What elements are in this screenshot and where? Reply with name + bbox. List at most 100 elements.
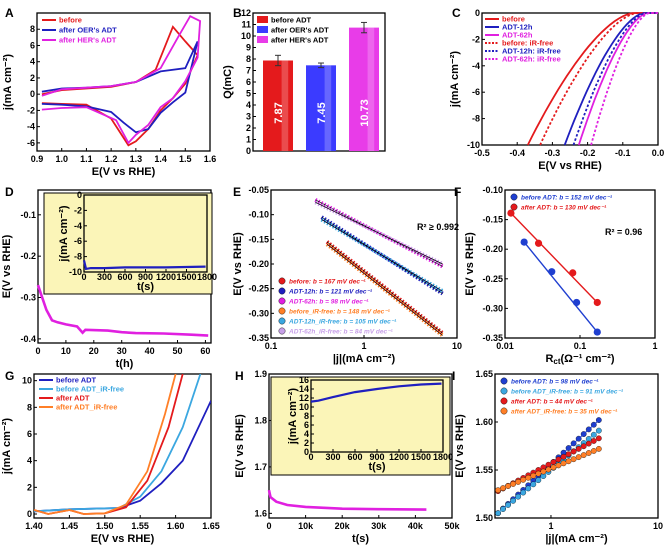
legend-label-A-2: after HER's ADT [59, 36, 117, 45]
legend-label-B-0: before ADT [271, 16, 312, 25]
fit-line-F-2 [510, 212, 598, 303]
y-tick-label-C: -2 [472, 34, 480, 44]
y-tick-label-A: -4 [27, 122, 35, 132]
bar-highlight-1 [281, 60, 289, 152]
x-tick-label-A: 1.1 [80, 154, 93, 164]
y-tick-label-H: 1.7 [254, 462, 267, 472]
x-tick-label-D-inset: 900 [138, 272, 153, 282]
x-tick-label-H: 10k [298, 521, 314, 531]
y-axis-label-F: E(V vs RHE) [464, 232, 476, 296]
x-axis-label-H: t(s) [352, 533, 369, 545]
x-tick-label-C: -0.5 [474, 148, 490, 158]
x-tick-label-C: -0.2 [580, 148, 596, 158]
panel-letter-C: C [452, 6, 461, 20]
y-tick-label-A: 8 [30, 24, 35, 34]
x-tick-label-D: 40 [145, 346, 155, 356]
y-tick-label-G: 4 [27, 456, 32, 466]
legend-marker-I [500, 387, 508, 395]
legend-label-I-2: after ADT: b = 44 mV dec⁻¹ [511, 399, 593, 406]
tafel-fit-E-4 [326, 243, 443, 336]
panel-letter-H: H [235, 369, 244, 383]
panel-letter-G: G [5, 369, 14, 383]
lsv-curve-4 [539, 12, 658, 146]
legend-marker-E [278, 277, 286, 285]
legend-label-I-1: before ADT_iR-free: b = 91 mV dec⁻¹ [511, 389, 624, 396]
x-tick-label-H-inset: 0 [308, 452, 313, 462]
panel-letter-E: E [233, 185, 241, 199]
data-point-I-4 [495, 487, 501, 494]
lsv-curve-G-1 [34, 400, 211, 513]
x-tick-label-D-inset: 1500 [176, 272, 196, 282]
y-axis-label-A: j(mA cm⁻²) [2, 54, 14, 111]
legend-marker-E [278, 327, 286, 335]
legend-marker-E [278, 317, 286, 325]
legend-label-I-0: before ADT: b = 98 mV dec⁻¹ [511, 379, 599, 386]
y-tick-label-H: 1.8 [254, 415, 267, 425]
x-tick-label-D: 30 [117, 346, 127, 356]
legend-label-A-0: before [59, 16, 82, 25]
bar-value-label-3: 10.73 [359, 99, 371, 127]
x-tick-label-D: 60 [200, 346, 210, 356]
panel-letter-A: A [5, 6, 14, 20]
y-tick-label-F: -0.10 [482, 185, 503, 195]
y-tick-label-D-inset: -4 [74, 221, 82, 231]
y-tick-label-D-inset: -6 [74, 236, 82, 246]
y-tick-label-D: -0.1 [20, 210, 36, 220]
legend-label-C-4: ADT-12h: iR-free [502, 47, 561, 56]
data-point-F-2 [534, 239, 543, 247]
y-tick-label-B: 9 [246, 43, 251, 53]
x-tick-label-G: 1.45 [61, 521, 79, 531]
lsv-curve-5 [572, 12, 658, 146]
bar-value-label-1: 7.87 [273, 102, 285, 123]
legend-marker-E [278, 297, 286, 305]
y-tick-label-B: 0 [246, 146, 251, 156]
legend-label-F-0: before ADT: b = 152 mV dec⁻¹ [521, 195, 613, 202]
y-tick-label-G: 10 [22, 376, 32, 386]
x-tick-label-H-inset: 900 [369, 452, 384, 462]
y-tick-label-I: 1.60 [475, 417, 493, 427]
legend-label-E-4: ADT-12h_iR-free: b = 105 mV dec⁻¹ [288, 319, 397, 326]
legend-marker-F [510, 193, 518, 201]
y-tick-label-B: 4 [246, 100, 251, 110]
legend-label-C-3: before: iR-free [502, 39, 553, 48]
tafel-fit-E-1 [326, 241, 443, 334]
x-tick-label-A: 1.2 [105, 154, 118, 164]
cv-curve-2 [41, 41, 199, 134]
bar-highlight-3 [367, 27, 375, 152]
inset-x-label-H: t(s) [368, 461, 385, 473]
x-tick-label-H-inset: 1800 [433, 452, 453, 462]
x-tick-label-D: 20 [89, 346, 99, 356]
y-tick-label-E: -0.15 [248, 234, 269, 244]
y-axis-label-I: E(V vs RHE) [454, 414, 466, 478]
legend-swatch-B [257, 36, 268, 43]
legend-label-C-1: ADT-12h [502, 23, 533, 32]
y-tick-label-G: 6 [27, 429, 32, 439]
y-tick-label-B: 12 [241, 8, 251, 18]
y-axis-label-B: Q(mC) [222, 65, 234, 99]
y-tick-label-G: 0 [27, 509, 32, 519]
x-tick-label-D-inset: 600 [117, 272, 132, 282]
y-axis-label-D: E(V vs RHE) [1, 234, 13, 298]
x-tick-label-E: 0.1 [265, 341, 278, 351]
y-tick-label-D-inset: -2 [74, 205, 82, 215]
y-tick-label-F: -0.35 [482, 333, 503, 343]
x-tick-label-D-inset: 0 [81, 272, 86, 282]
x-tick-label-I: 1 [548, 521, 553, 531]
legend-marker-F [510, 203, 518, 211]
r-squared-E: R² ≥ 0.992 [417, 222, 459, 232]
y-tick-label-F: -0.30 [482, 303, 503, 313]
r-squared-F: R² = 0.96 [605, 227, 642, 237]
bar-value-label-2: 7.45 [316, 102, 328, 123]
y-tick-label-E: -0.10 [248, 210, 269, 220]
y-tick-label-H-inset: 4 [304, 429, 309, 439]
data-point-F-2 [593, 298, 601, 307]
x-tick-label-H: 30k [371, 521, 387, 531]
x-tick-label-F: 1 [652, 341, 657, 351]
y-tick-label-I: 1.50 [475, 513, 493, 523]
y-tick-label-A: 4 [30, 57, 35, 67]
x-tick-label-D: 50 [173, 346, 183, 356]
y-tick-label-D-inset: -8 [74, 252, 82, 262]
bar-2 [306, 65, 336, 151]
x-tick-label-A: 1.5 [179, 154, 192, 164]
y-tick-label-F: -0.25 [482, 274, 503, 284]
